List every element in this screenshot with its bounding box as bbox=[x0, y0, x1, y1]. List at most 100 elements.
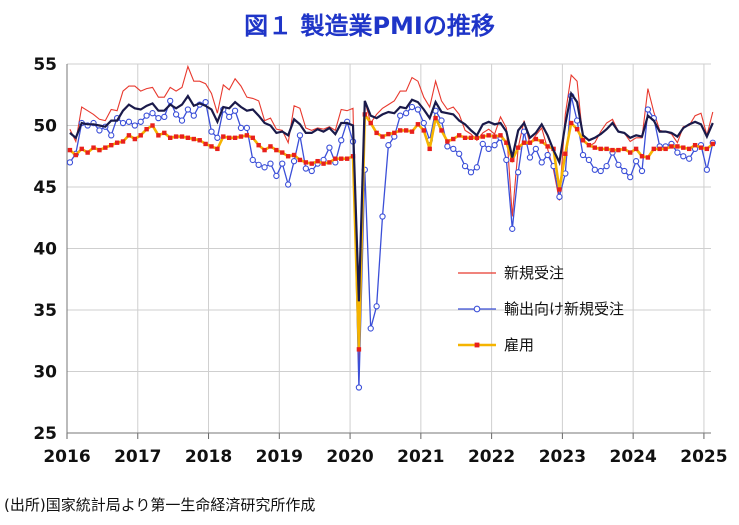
employment-point bbox=[144, 126, 149, 132]
export-orders-point bbox=[544, 151, 551, 159]
plot-area bbox=[66, 64, 716, 391]
employment-point bbox=[451, 136, 456, 142]
x-tick-label: 2024 bbox=[609, 447, 656, 467]
export-orders-point bbox=[467, 169, 475, 176]
employment-point bbox=[392, 130, 397, 136]
employment-point bbox=[415, 122, 421, 127]
export-orders-point bbox=[178, 117, 186, 124]
employment-point bbox=[215, 146, 220, 152]
employment-point bbox=[486, 133, 491, 138]
employment-point bbox=[162, 130, 167, 136]
employment-point bbox=[191, 136, 196, 142]
series-new-orders-line bbox=[69, 64, 714, 381]
employment-point bbox=[445, 139, 450, 144]
employment-point bbox=[580, 138, 586, 143]
x-tick-label: 2023 bbox=[539, 447, 586, 467]
employment-point bbox=[616, 147, 621, 153]
export-orders-point bbox=[243, 124, 251, 132]
x-tick-label: 2017 bbox=[114, 447, 161, 467]
y-axis: 25 30 35 40 45 50 55 bbox=[33, 55, 68, 444]
employment-point bbox=[226, 135, 232, 140]
employment-point bbox=[468, 135, 474, 140]
legend-marker-export-orders bbox=[473, 305, 481, 313]
employment-point bbox=[333, 156, 338, 161]
export-orders-point bbox=[231, 107, 239, 114]
employment-point bbox=[521, 140, 527, 145]
export-orders-point bbox=[338, 137, 345, 144]
export-orders-point bbox=[450, 145, 457, 153]
employment-point bbox=[150, 123, 155, 128]
employment-point bbox=[456, 133, 462, 138]
export-orders-point bbox=[108, 132, 115, 139]
export-orders-point bbox=[585, 156, 593, 164]
employment-point bbox=[686, 146, 692, 152]
employment-point bbox=[173, 134, 179, 139]
employment-point bbox=[692, 142, 698, 148]
x-tick-label: 2019 bbox=[256, 447, 303, 467]
export-orders-point bbox=[137, 118, 144, 125]
employment-point bbox=[439, 128, 444, 133]
employment-point bbox=[675, 144, 680, 149]
employment-point bbox=[339, 156, 344, 161]
export-orders-point bbox=[279, 160, 286, 167]
employment-point bbox=[610, 147, 615, 153]
employment-point bbox=[303, 160, 309, 165]
employment-point bbox=[91, 145, 96, 150]
chart-title: 図１ 製造業PMIの推移 bbox=[244, 12, 495, 40]
y-tick-label: 45 bbox=[33, 178, 57, 198]
export-orders-point bbox=[385, 142, 392, 149]
employment-point bbox=[126, 133, 132, 138]
employment-point bbox=[368, 120, 373, 126]
export-orders-point bbox=[167, 97, 174, 105]
x-tick-label: 2018 bbox=[185, 447, 232, 467]
employment-point bbox=[97, 147, 102, 153]
export-orders-point bbox=[379, 213, 386, 220]
employment-point bbox=[285, 154, 291, 159]
export-orders-point bbox=[184, 106, 192, 113]
export-orders-point bbox=[456, 150, 463, 157]
chart-canvas: 2016 2017 2018 2019 2020 2021 2022 2023 2024 2025… bbox=[33, 55, 727, 467]
employment-point bbox=[344, 156, 350, 161]
employment-point bbox=[633, 146, 639, 152]
employment-point bbox=[592, 145, 598, 150]
employment-point bbox=[557, 187, 562, 192]
export-orders-point bbox=[367, 325, 374, 332]
employment-point bbox=[315, 158, 320, 164]
export-orders-point bbox=[491, 142, 498, 149]
export-orders-point bbox=[96, 127, 103, 134]
export-orders-point bbox=[408, 103, 416, 111]
employment-point bbox=[73, 152, 79, 158]
employment-point bbox=[657, 146, 662, 152]
employment-point bbox=[274, 147, 279, 153]
y-tick-label: 50 bbox=[33, 117, 57, 137]
export-orders-point bbox=[249, 156, 256, 164]
x-tick-label: 2022 bbox=[468, 447, 515, 467]
series-pmi-line bbox=[69, 90, 714, 302]
employment-point bbox=[639, 154, 645, 159]
export-orders-point bbox=[615, 161, 622, 169]
y-tick-label: 35 bbox=[33, 301, 57, 321]
export-orders-point bbox=[161, 113, 168, 121]
employment-point bbox=[409, 129, 415, 134]
employment-point bbox=[645, 155, 651, 160]
export-orders-point bbox=[479, 140, 486, 148]
export-orders-point bbox=[515, 169, 522, 176]
export-orders-point bbox=[597, 167, 604, 175]
export-orders-point bbox=[703, 166, 711, 173]
employment-point bbox=[374, 130, 379, 136]
export-orders-point bbox=[627, 174, 634, 181]
employment-point bbox=[622, 146, 627, 152]
export-orders-point bbox=[686, 155, 693, 162]
employment-point bbox=[103, 145, 108, 150]
export-orders-point bbox=[485, 145, 492, 153]
employment-point bbox=[156, 133, 161, 138]
employment-point bbox=[604, 146, 609, 152]
employment-point bbox=[209, 144, 214, 149]
export-orders-point bbox=[125, 118, 133, 125]
employment-point bbox=[120, 139, 126, 144]
employment-point bbox=[268, 144, 273, 149]
employment-point bbox=[533, 136, 539, 142]
employment-point bbox=[280, 150, 285, 155]
employment-point bbox=[309, 161, 314, 166]
employment-point bbox=[427, 146, 432, 152]
